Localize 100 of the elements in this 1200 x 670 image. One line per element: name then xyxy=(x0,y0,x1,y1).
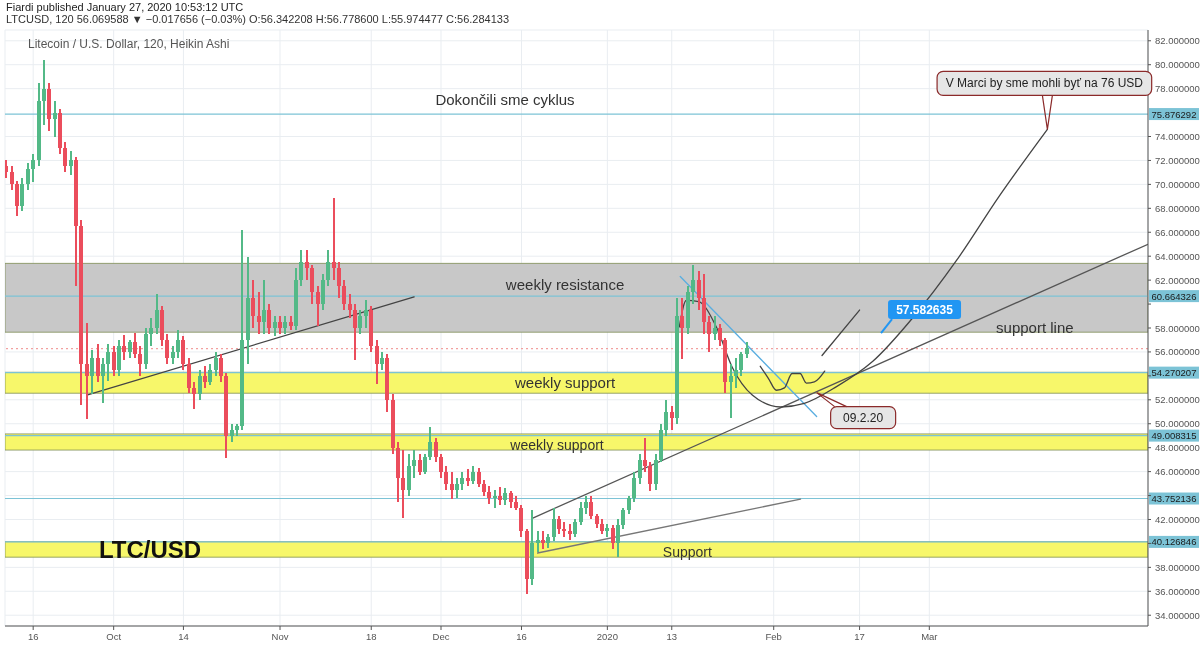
candlestick xyxy=(198,368,202,401)
chart-subtitle: LTCUSD, 120 56.069588 ▼ −0.017656 (−0.03%) O:56.342208 H:56.778600 L:55.974477 C:56.284133 xyxy=(6,13,510,26)
annotation: 57.582635 xyxy=(896,302,954,317)
ref-line-label: 43.752136 xyxy=(1151,493,1197,505)
y-tick-label: 82.000000 xyxy=(1155,35,1200,47)
candlestick xyxy=(632,470,636,503)
candlestick xyxy=(364,299,368,329)
candlestick xyxy=(407,452,411,497)
candlestick xyxy=(428,426,432,461)
candlestick xyxy=(348,293,352,320)
y-tick-label: 68.000000 xyxy=(1155,202,1200,214)
ref-line-label: 54.270207 xyxy=(1151,367,1197,379)
candlestick xyxy=(611,524,615,551)
candlestick xyxy=(337,261,341,300)
candlestick xyxy=(262,279,266,335)
candlestick xyxy=(342,279,346,312)
text: Fiardi published January 27, 2020 10:53:12 UTC xyxy=(6,1,244,14)
candlestick xyxy=(621,506,625,531)
band-label: weekly resistance xyxy=(504,275,625,293)
y-tick-label: 50.000000 xyxy=(1155,418,1200,430)
x-tick-label: Nov xyxy=(271,631,289,642)
candlestick xyxy=(648,461,652,492)
candlestick xyxy=(729,362,733,419)
x-tick-label: 16 xyxy=(27,631,39,642)
candlestick xyxy=(299,249,303,288)
candlestick xyxy=(353,303,357,362)
y-tick-label: 72.000000 xyxy=(1155,154,1200,166)
candlestick xyxy=(412,449,416,479)
y-tick-label: 74.000000 xyxy=(1155,131,1200,143)
y-tick-label: 70.000000 xyxy=(1155,178,1200,190)
x-tick-label: 16 xyxy=(516,631,527,642)
candlestick xyxy=(305,249,309,282)
annotation: LTC/USD xyxy=(98,536,202,564)
x-tick-label: 17 xyxy=(854,631,865,642)
candlestick xyxy=(654,452,658,491)
series-label: support line xyxy=(996,319,1074,337)
x-tick-label: Oct xyxy=(106,631,122,642)
candlestick xyxy=(739,350,743,377)
candlestick xyxy=(208,362,212,387)
candlestick xyxy=(616,518,620,558)
y-tick-label: 42.000000 xyxy=(1155,513,1200,525)
annotation: 09.2.20 xyxy=(843,410,884,425)
x-tick-label: 14 xyxy=(178,631,189,642)
candlestick xyxy=(477,467,481,489)
line-series xyxy=(678,128,1049,408)
candlestick xyxy=(664,398,668,437)
y-tick-label: 36.000000 xyxy=(1155,585,1200,597)
candlestick xyxy=(214,350,218,377)
candlestick xyxy=(203,365,207,389)
candlestick xyxy=(149,317,153,347)
y-tick-label: 48.000000 xyxy=(1155,442,1200,454)
candlestick xyxy=(53,99,57,138)
candlestick xyxy=(20,177,24,212)
candlestick xyxy=(358,309,362,335)
candlestick xyxy=(589,494,593,521)
candlestick xyxy=(133,331,137,359)
candlestick xyxy=(444,464,448,491)
candlestick xyxy=(31,153,35,183)
annotation: V Marci by sme mohli byť na 76 USD xyxy=(945,76,1144,91)
y-tick-label: 52.000000 xyxy=(1155,394,1200,406)
candlestick xyxy=(176,329,180,359)
band-label: weekly support xyxy=(514,374,616,392)
candlestick xyxy=(418,452,422,477)
candlestick xyxy=(519,504,523,539)
candlestick xyxy=(106,342,110,382)
y-tick-label: 62.000000 xyxy=(1155,274,1200,286)
candlestick xyxy=(455,476,459,499)
ref-line-label: 40.126846 xyxy=(1151,536,1197,548)
y-tick-label: 64.000000 xyxy=(1155,250,1200,262)
candlestick xyxy=(96,342,100,383)
y-tick-label: 66.000000 xyxy=(1155,226,1200,238)
candlestick xyxy=(713,315,717,341)
candlestick xyxy=(316,285,320,327)
candlestick xyxy=(332,196,336,282)
candlestick xyxy=(680,297,684,361)
candlestick xyxy=(192,380,196,411)
candlestick xyxy=(138,344,142,377)
candlestick xyxy=(273,315,277,338)
y-tick-label: 34.000000 xyxy=(1155,609,1200,621)
candlestick xyxy=(257,291,261,335)
candlestick xyxy=(10,165,14,192)
candlestick xyxy=(326,249,330,288)
candlestick xyxy=(401,449,405,520)
candlestick xyxy=(552,506,556,543)
ref-line-label: 49.008315 xyxy=(1151,430,1197,442)
x-tick-label: 2020 xyxy=(596,631,618,642)
candlestick xyxy=(321,273,325,312)
candlestick xyxy=(702,273,706,335)
candlestick xyxy=(450,470,454,501)
y-tick-label: 56.000000 xyxy=(1155,346,1200,358)
candlestick xyxy=(15,179,19,217)
candlestick xyxy=(181,335,185,371)
candlestick xyxy=(423,452,427,476)
candlestick xyxy=(375,338,379,386)
y-tick-label: 38.000000 xyxy=(1155,561,1200,573)
candlestick xyxy=(69,149,73,176)
y-tick-label: 80.000000 xyxy=(1155,59,1200,71)
candlestick xyxy=(42,58,46,126)
candlestick xyxy=(697,269,701,312)
candlestick xyxy=(26,161,30,192)
